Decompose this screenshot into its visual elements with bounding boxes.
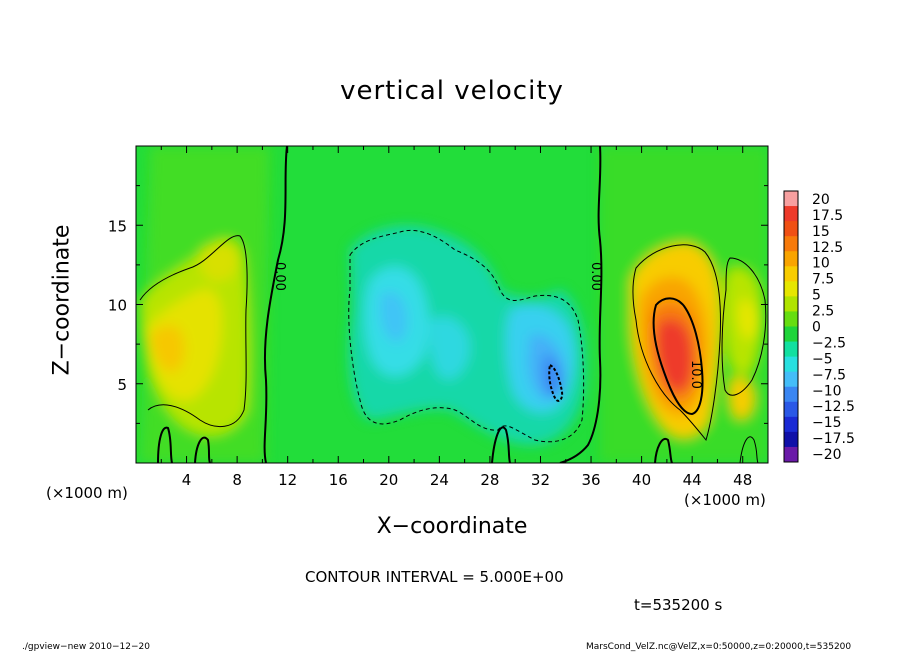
colorbar-label: 7.5 — [812, 272, 834, 288]
colorbar-segment — [784, 206, 798, 222]
x-axis-label-text: X−coordinate — [376, 514, 528, 539]
colorbar-label: 12.5 — [812, 240, 843, 256]
footer-source: MarsCond_VelZ.nc@VelZ,x=0:50000,z=0:2000… — [586, 642, 852, 652]
colorbar-label: 10 — [812, 256, 830, 272]
colorbar-segment — [784, 296, 798, 312]
colorbar-label: 17.5 — [812, 208, 843, 224]
contour-label-left: 0.00 — [272, 262, 287, 291]
y-tick-label: 15 — [108, 217, 127, 235]
y-tick-label: 5 — [117, 376, 127, 394]
x-unit-left: (×1000 m) — [46, 484, 128, 502]
x-tick-label: 28 — [480, 471, 499, 489]
x-tick-label: 20 — [379, 471, 398, 489]
colorbar-segment — [784, 356, 798, 373]
y-axis: 5 10 15 — [108, 185, 768, 424]
colorbar-segment — [784, 341, 798, 358]
colorbar-segment — [784, 431, 798, 448]
x-tick-label: 8 — [232, 471, 242, 489]
x-tick-label: 4 — [182, 471, 192, 489]
x-tick-label: 32 — [531, 471, 550, 489]
colorbar-label: 20 — [812, 192, 830, 208]
colorbar: 2017.51512.5107.552.50−2.5−5−7.5−10−12.5… — [783, 190, 855, 463]
colorbar-segment — [784, 191, 798, 207]
colorbar-label: −10 — [812, 383, 842, 399]
colorbar-label: −20 — [812, 447, 842, 463]
contour-interval: CONTOUR INTERVAL = 5.000E+00 — [305, 568, 564, 586]
x-axis-label: X−coordinate — [0, 514, 904, 539]
colorbar-segment — [784, 236, 798, 252]
colorbar-segment — [784, 446, 798, 463]
x-tick-label: 48 — [733, 471, 752, 489]
colorbar-segment — [784, 311, 798, 327]
colorbar-segment — [784, 221, 798, 237]
footer-program: ./gpview−new 2010−12−20 — [22, 642, 150, 652]
x-tick-label: 16 — [329, 471, 348, 489]
y-axis-label: Z−coordinate — [49, 224, 75, 376]
colorbar-segment — [784, 371, 798, 388]
x-unit-right: (×1000 m) — [684, 491, 766, 509]
colorbar-label: −15 — [812, 415, 842, 431]
colorbar-label: −7.5 — [812, 367, 846, 383]
x-tick-label: 36 — [581, 471, 600, 489]
x-tick-label: 24 — [430, 471, 449, 489]
colorbar-label: −5 — [812, 351, 833, 367]
contour-label-max: 10.0 — [688, 360, 703, 389]
time-label: t=535200 s — [634, 596, 723, 614]
x-tick-label: 44 — [683, 471, 702, 489]
contour-label-center: 0.00 — [588, 262, 603, 291]
colorbar-segment — [784, 416, 798, 433]
colorbar-segment — [784, 281, 798, 297]
colorbar-label: −2.5 — [812, 335, 846, 351]
colorbar-segment — [784, 401, 798, 418]
y-tick-label: 10 — [108, 297, 127, 315]
chart-title: vertical velocity — [340, 76, 564, 106]
colorbar-label: −12.5 — [812, 399, 855, 415]
colorbar-label: −17.5 — [812, 431, 855, 447]
x-axis: 4 8 12 16 20 24 28 32 36 40 44 48 — [160, 146, 752, 489]
colorbar-segment — [784, 326, 798, 343]
x-tick-label: 12 — [278, 471, 297, 489]
colorbar-frame — [783, 190, 799, 463]
colorbar-label: 15 — [812, 224, 830, 240]
colorbar-segment — [784, 251, 798, 267]
x-tick-label: 40 — [632, 471, 651, 489]
colorbar-segment — [784, 266, 798, 282]
colorbar-segment — [784, 386, 798, 403]
velocity-field: 0.00 0.00 10.0 — [136, 146, 768, 463]
colorbar-label: 2.5 — [812, 304, 834, 320]
colorbar-label: 0 — [812, 320, 821, 336]
colorbar-label: 5 — [812, 288, 821, 304]
